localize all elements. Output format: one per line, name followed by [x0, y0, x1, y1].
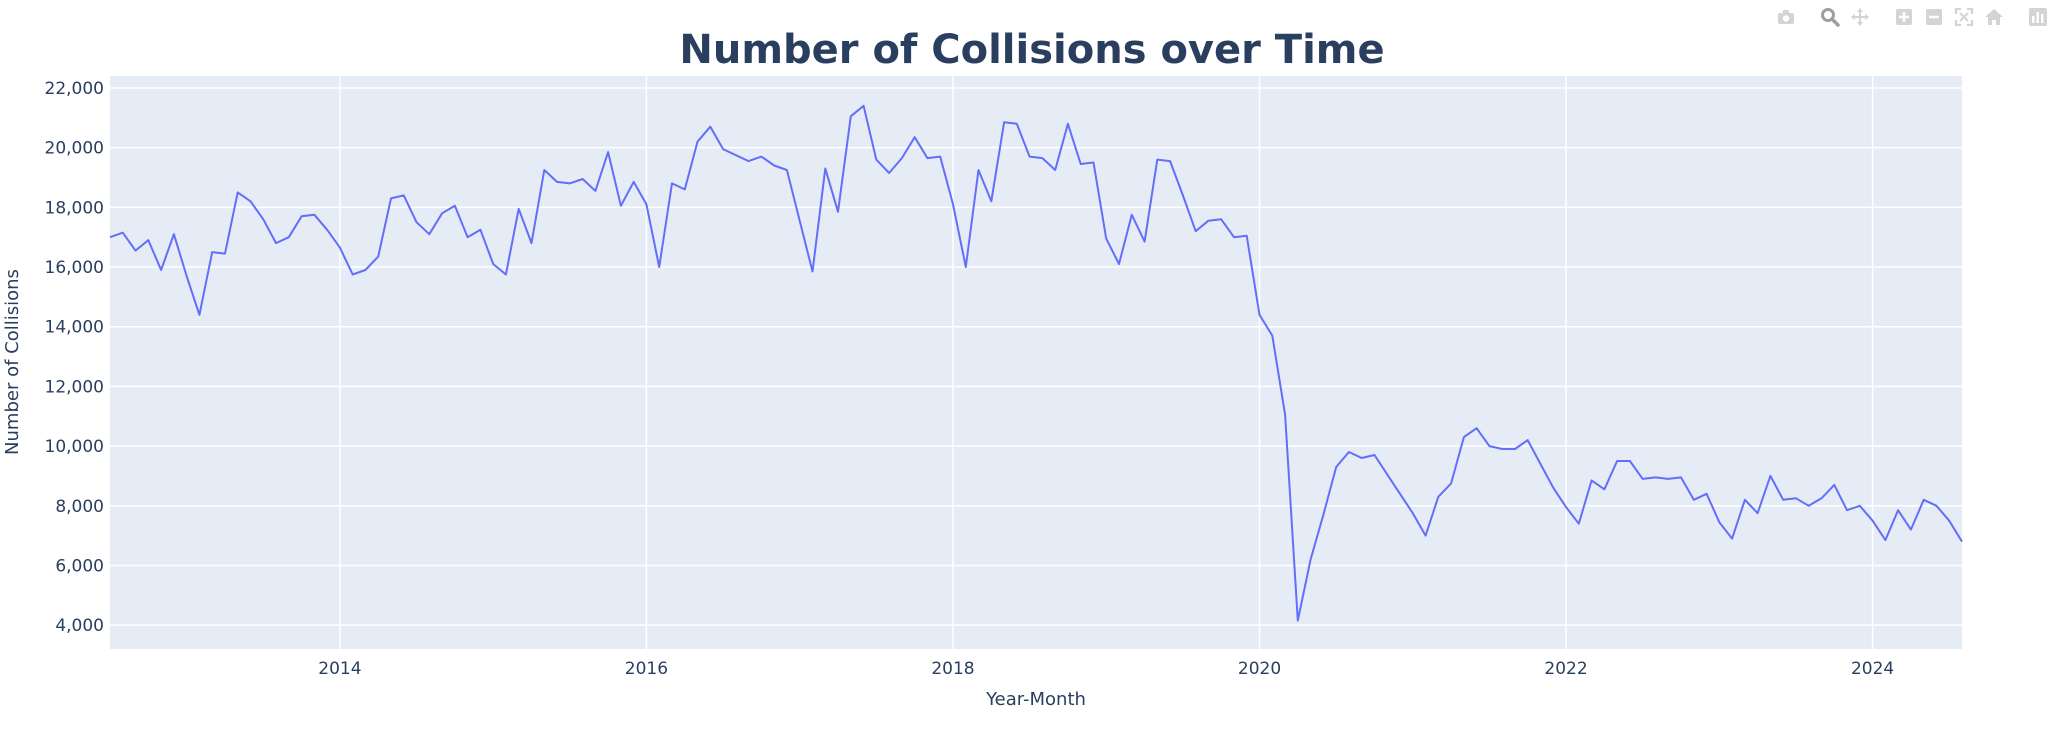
y-tick-label: 14,000 — [45, 318, 104, 338]
y-tick-label: 4,000 — [55, 616, 104, 636]
y-tick-label: 8,000 — [55, 497, 104, 517]
y-tick-label: 6,000 — [55, 556, 104, 576]
y-tick-label: 10,000 — [45, 437, 104, 457]
camera-icon[interactable] — [1772, 4, 1800, 30]
y-tick-label: 20,000 — [45, 139, 104, 159]
y-tick-label: 16,000 — [45, 258, 104, 278]
home-icon[interactable] — [1980, 4, 2008, 30]
x-tick-label: 2020 — [1238, 659, 1281, 679]
series-line[interactable] — [109, 104, 1963, 622]
y-axis-label: Number of Collisions — [2, 269, 23, 455]
grid — [110, 76, 1962, 649]
x-tick-label: 2014 — [318, 659, 361, 679]
x-tick-label: 2018 — [931, 659, 974, 679]
series-line-layer — [109, 104, 1963, 622]
zoom-in-icon[interactable] — [1890, 4, 1918, 30]
y-tick-label: 12,000 — [45, 377, 104, 397]
plotly-logo-icon[interactable] — [2024, 4, 2052, 30]
y-tick-label: 18,000 — [45, 198, 104, 218]
x-tick-label: 2022 — [1544, 659, 1587, 679]
x-axis-label: Year-Month — [985, 689, 1086, 710]
chart-title: Number of Collisions over Time — [679, 27, 1384, 73]
plot-area[interactable] — [110, 76, 1962, 649]
y-tick-label: 22,000 — [45, 79, 104, 99]
modebar — [1772, 4, 2052, 30]
y-axis-ticks: 4,000 6,000 8,000 10,000 12,000 14,000 16,000 1… — [45, 79, 104, 636]
autoscale-icon[interactable] — [1950, 4, 1978, 30]
x-tick-label: 2024 — [1851, 659, 1894, 679]
pan-icon[interactable] — [1846, 4, 1874, 30]
x-axis-ticks: 2014 2016 2018 2020 2022 2024 — [318, 659, 1894, 679]
zoom-icon[interactable] — [1816, 4, 1844, 30]
zoom-out-icon[interactable] — [1920, 4, 1948, 30]
x-tick-label: 2016 — [625, 659, 668, 679]
